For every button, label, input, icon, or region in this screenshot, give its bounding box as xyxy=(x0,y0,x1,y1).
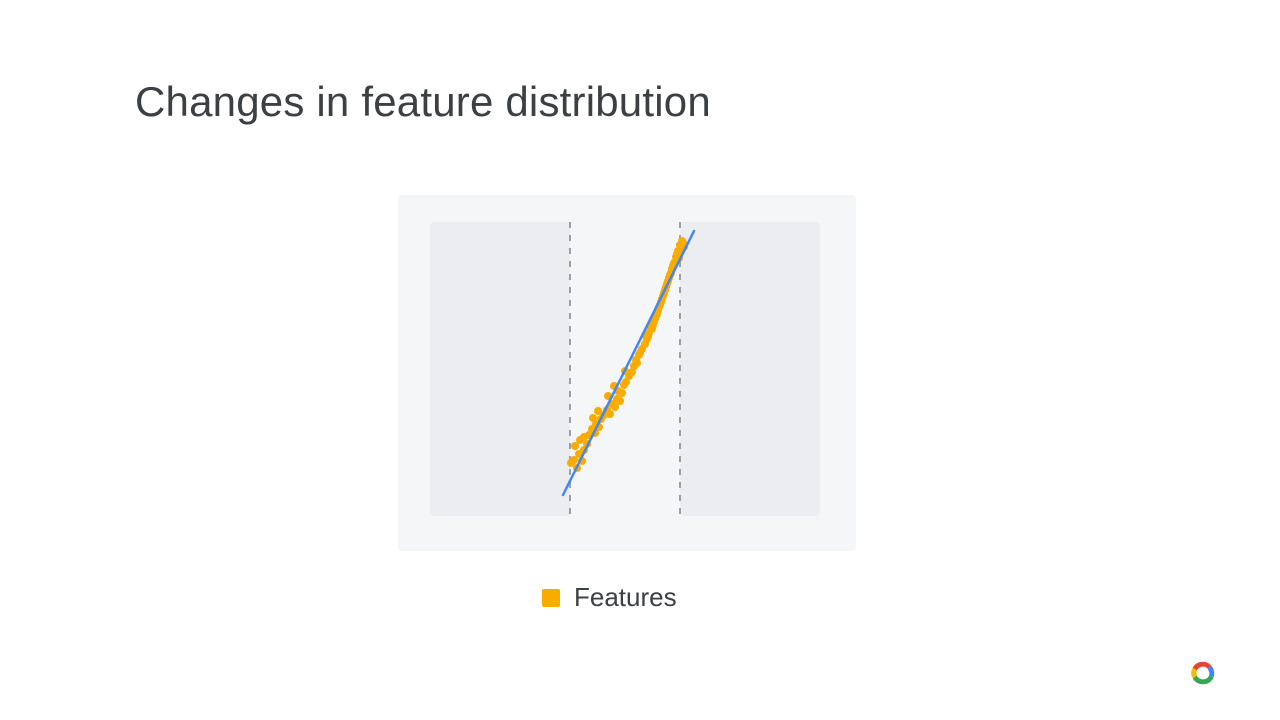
legend-swatch xyxy=(542,589,560,607)
feature-distribution-chart xyxy=(398,195,856,551)
feature-points xyxy=(567,237,688,472)
google-cloud-icon xyxy=(1188,658,1218,688)
legend-label: Features xyxy=(574,582,677,613)
fit-line xyxy=(563,231,694,495)
slide-title: Changes in feature distribution xyxy=(135,78,711,126)
legend: Features xyxy=(542,582,677,613)
